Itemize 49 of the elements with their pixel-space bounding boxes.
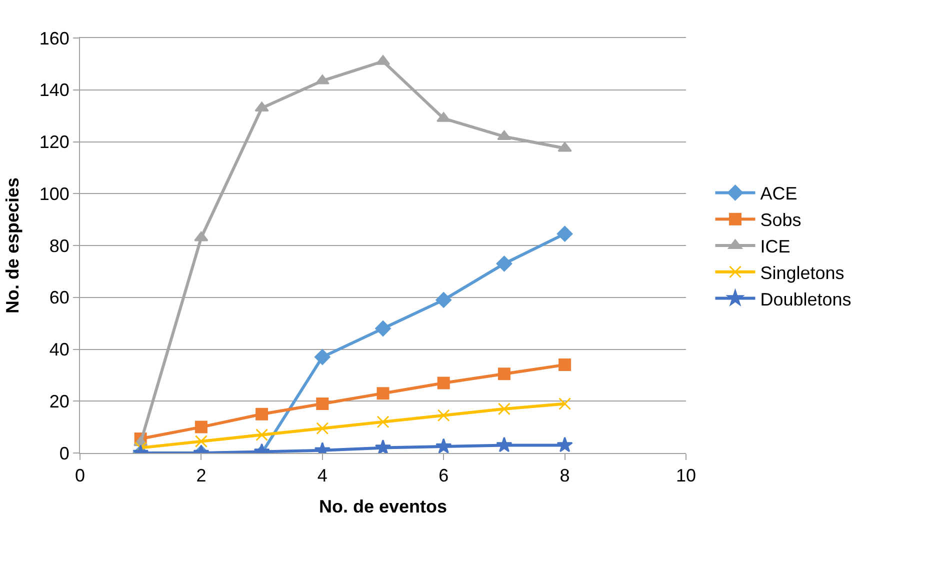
x-tick-label: 4	[317, 466, 328, 486]
point	[194, 435, 208, 448]
y-tick-label: 120	[39, 132, 70, 152]
legend-label: ACE	[760, 184, 798, 204]
point	[437, 409, 450, 422]
point	[256, 428, 268, 442]
point	[498, 402, 510, 416]
legend-label: Sobs	[760, 210, 802, 230]
x-tick-label: 2	[196, 466, 206, 486]
point	[558, 397, 572, 410]
point	[498, 368, 510, 380]
point	[194, 231, 208, 242]
point	[558, 142, 572, 152]
y-tick-label: 60	[49, 288, 70, 308]
point	[316, 422, 329, 435]
point	[194, 420, 208, 434]
point	[316, 397, 329, 410]
x-tick-label: 10	[676, 466, 696, 486]
point	[436, 438, 452, 453]
point	[256, 408, 268, 420]
y-tick-label: 40	[49, 340, 70, 360]
x-tick-label: 0	[74, 466, 86, 486]
legend-label: ICE	[760, 236, 790, 257]
y-tick-label: 80	[49, 236, 70, 256]
point	[376, 387, 390, 400]
y-tick-label: 100	[39, 184, 70, 204]
y-tick-label: 20	[49, 391, 70, 412]
point	[437, 376, 450, 390]
legend-label: Doubletons	[760, 289, 852, 310]
point	[496, 256, 512, 272]
point	[558, 358, 572, 372]
y-tick-label: 0	[59, 443, 70, 464]
x-tick-label: 8	[560, 466, 570, 486]
x-axis-title: No. de eventos	[318, 496, 448, 517]
point	[376, 416, 390, 428]
y-tick-label: 140	[39, 80, 70, 100]
point	[436, 292, 452, 308]
point	[556, 226, 573, 242]
point	[496, 436, 512, 452]
point	[314, 349, 330, 365]
point	[556, 436, 573, 452]
y-tick-label: 160	[39, 28, 70, 48]
point	[254, 102, 269, 112]
point	[497, 130, 512, 140]
point	[375, 320, 391, 336]
legend-label: Singletons	[760, 262, 844, 283]
x-tick-label: 6	[438, 466, 449, 486]
y-axis-title: No. de especies	[2, 177, 23, 314]
point	[134, 442, 147, 453]
